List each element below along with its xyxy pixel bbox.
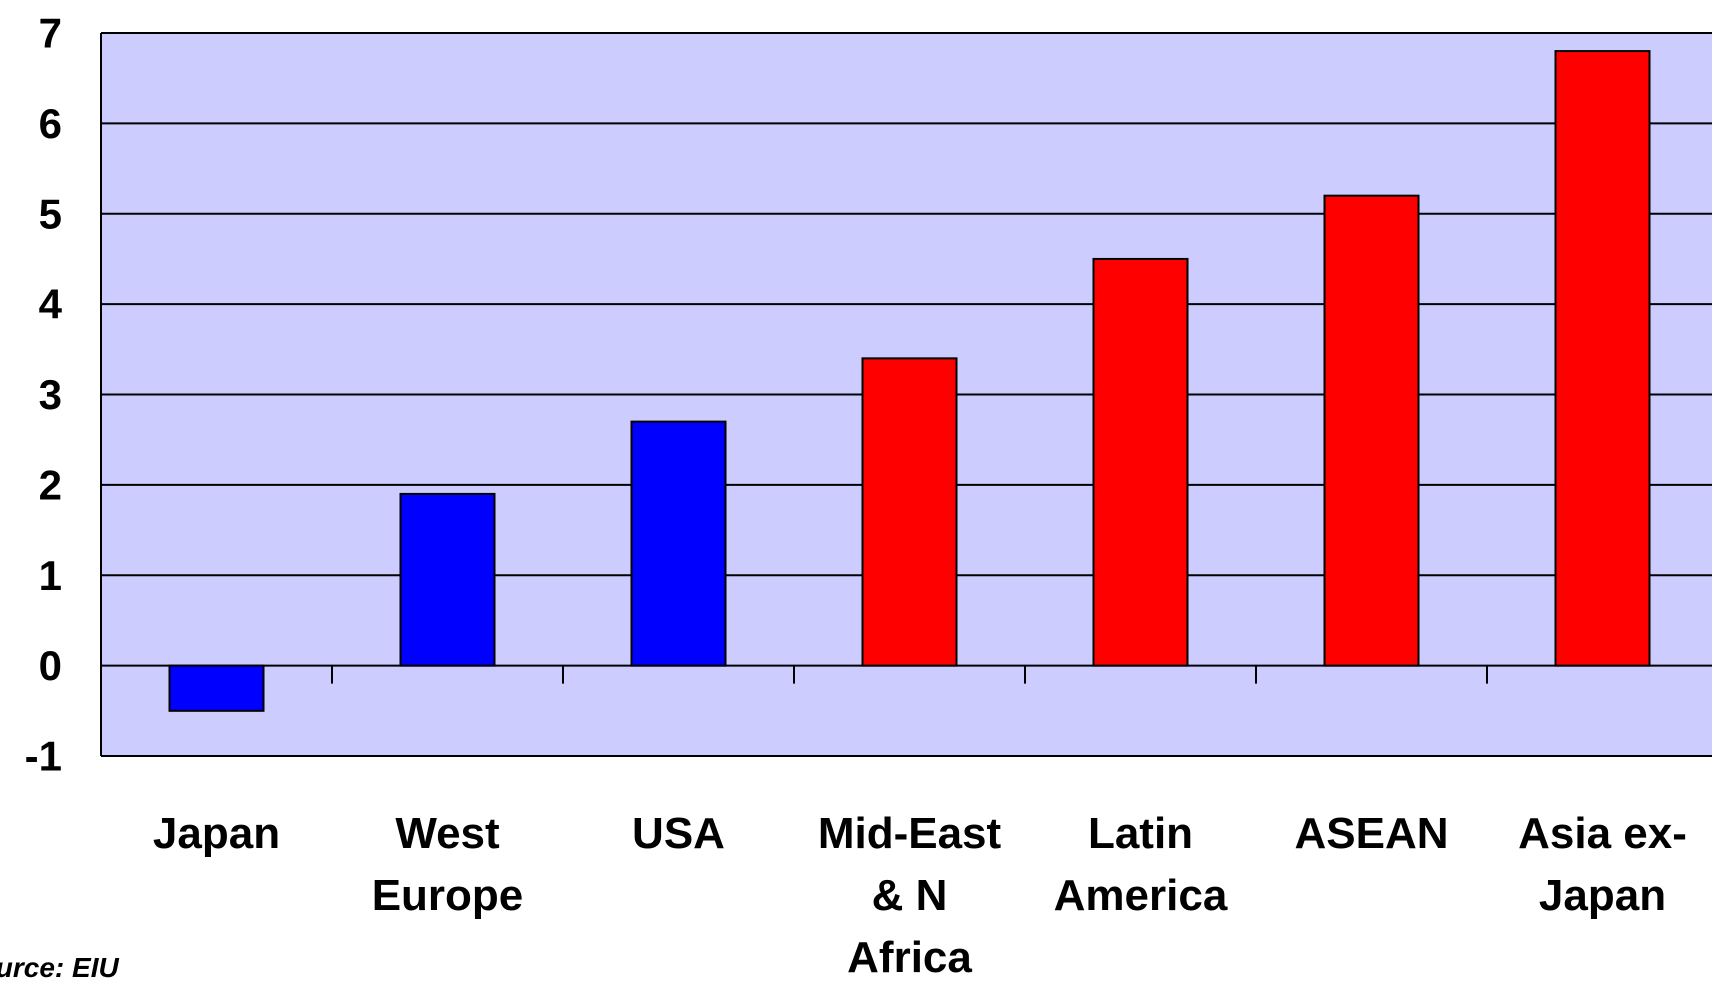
axes — [100, 33, 1712, 757]
y-tick-label: 0 — [39, 642, 62, 689]
y-tick-label: -1 — [25, 733, 62, 780]
source-note: Source: EIU — [0, 952, 119, 983]
x-category-label: West Europe — [372, 809, 524, 920]
bar-usa — [630, 420, 727, 667]
x-category-label: Mid-East & N Africa — [818, 809, 1002, 974]
x-category-label: Japan — [153, 809, 280, 858]
y-tick-label: 4 — [39, 281, 63, 328]
bar-asia-ex-japan — [1554, 50, 1651, 667]
bar-asean — [1323, 194, 1420, 667]
x-category-label: ASEAN — [1294, 809, 1448, 858]
x-category-labels: Japan West Europe USA Mid-East & N Africa Latin… — [153, 809, 1687, 974]
x-category-label: Latin America — [1054, 809, 1228, 920]
y-tick-label: 2 — [39, 461, 62, 508]
bar-latin-america — [1092, 257, 1189, 667]
y-tick-labels: -1 0 1 2 3 4 5 6 7 — [25, 10, 63, 780]
y-tick-label: 6 — [39, 100, 62, 147]
y-tick-label: 3 — [39, 371, 62, 418]
x-category-label: USA — [632, 809, 725, 858]
bars — [168, 50, 1651, 712]
bar-west-europe — [399, 492, 496, 667]
bar-mid-east-n-africa — [861, 357, 958, 667]
y-tick-label: 1 — [39, 552, 62, 599]
y-tick-label: 5 — [39, 190, 62, 237]
x-category-label: Asia ex-Japan — [1518, 809, 1687, 920]
bar-japan — [168, 664, 265, 712]
y-tick-label: 7 — [39, 10, 62, 57]
